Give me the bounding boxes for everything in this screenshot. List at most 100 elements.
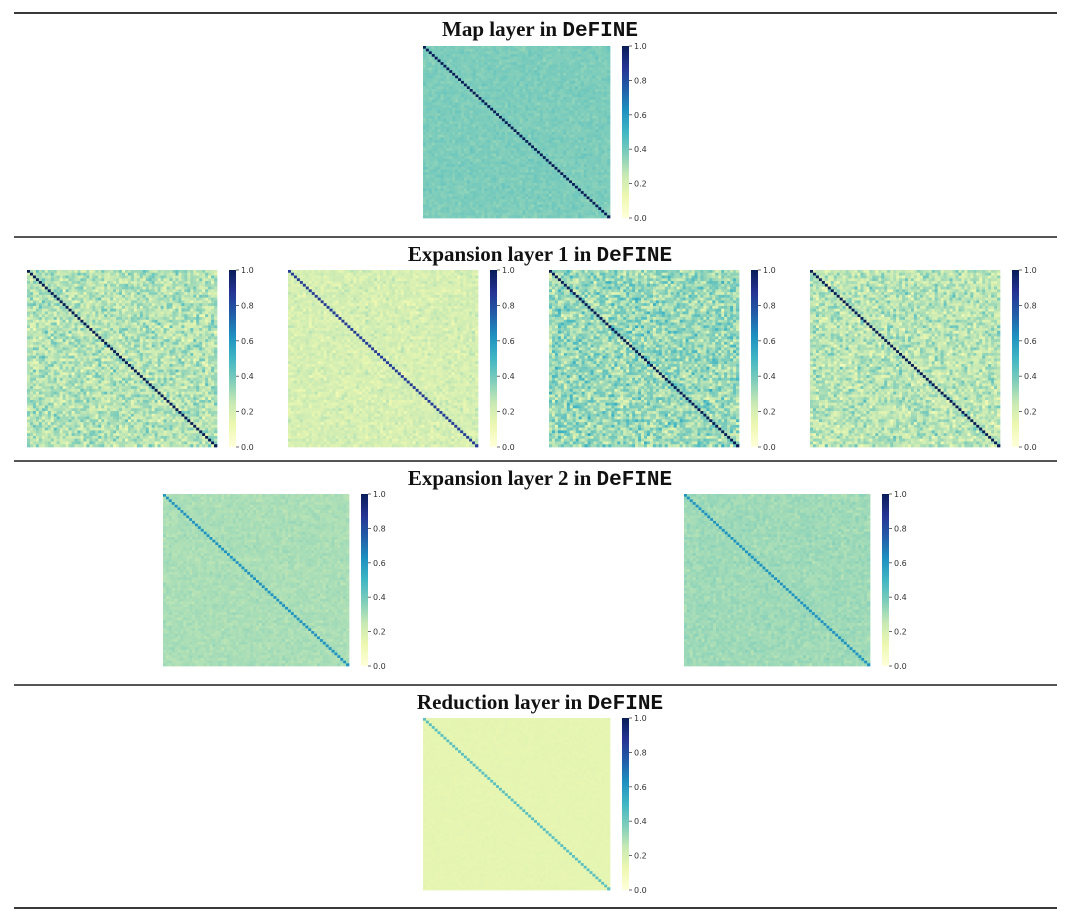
heatmap-cell xyxy=(607,137,611,141)
heatmap-cell xyxy=(569,89,573,93)
heatmap-cell xyxy=(95,294,99,299)
heatmap-cell xyxy=(604,164,608,168)
heatmap-cell xyxy=(113,292,117,296)
heatmap-cell xyxy=(607,185,611,189)
heatmap-cell xyxy=(466,161,471,165)
heatmap-cell xyxy=(554,105,558,109)
heatmap-cell xyxy=(604,64,608,68)
heatmap-cell xyxy=(208,278,212,282)
heatmap-cell xyxy=(27,303,31,307)
heatmap-cell xyxy=(572,169,576,173)
heatmap-cell xyxy=(583,161,587,165)
heatmap-cell xyxy=(539,204,544,208)
heatmap-cell xyxy=(130,289,135,293)
heatmap-cell xyxy=(469,166,474,170)
heatmap-cell xyxy=(190,278,194,282)
heatmap-cell xyxy=(589,148,593,152)
heatmap-cell xyxy=(62,297,66,301)
heatmap-cell xyxy=(554,46,558,50)
heatmap-cell xyxy=(490,145,494,149)
heatmap-cell xyxy=(513,164,517,168)
heatmap-cell xyxy=(589,56,593,60)
heatmap-cell xyxy=(434,215,438,219)
heatmap-cell xyxy=(545,215,549,219)
heatmap-cell xyxy=(133,281,138,285)
heatmap-cell xyxy=(574,166,579,170)
heatmap-cell xyxy=(539,137,544,141)
heatmap-cell xyxy=(423,54,427,58)
heatmap-cell xyxy=(478,102,482,106)
heatmap-cell xyxy=(589,72,593,76)
heatmap-cell xyxy=(563,97,567,101)
heatmap-cell xyxy=(498,193,503,197)
heatmap-cell xyxy=(205,272,209,276)
heatmap-cell xyxy=(428,115,433,119)
heatmap-cell xyxy=(583,67,587,71)
heatmap-cell xyxy=(493,188,497,192)
heatmap-cell xyxy=(458,51,462,55)
heatmap-cell xyxy=(86,286,90,290)
heatmap-cell xyxy=(563,86,567,90)
heatmap-cell xyxy=(101,272,105,276)
heatmap-cell xyxy=(74,281,78,285)
heatmap-cell xyxy=(516,121,520,125)
heatmap-cell xyxy=(519,107,523,111)
heatmap-cell xyxy=(184,281,188,285)
heatmap-cell xyxy=(510,64,514,68)
heatmap-cell xyxy=(572,83,576,87)
heatmap-cell xyxy=(501,72,506,76)
heatmap-cell xyxy=(440,142,444,146)
heatmap-cell xyxy=(557,185,561,189)
heatmap-cell xyxy=(519,118,523,122)
heatmap-cell xyxy=(428,129,433,133)
heatmap-cell xyxy=(449,150,453,154)
heatmap-cell xyxy=(545,91,549,95)
heatmap-cell xyxy=(566,183,570,187)
heatmap-cell xyxy=(496,166,500,170)
heatmap-cell xyxy=(481,46,485,50)
heatmap-cell xyxy=(577,110,582,114)
heatmap-cell xyxy=(528,86,532,90)
heatmap-cell xyxy=(519,134,523,138)
heatmap-cell xyxy=(528,70,532,74)
heatmap-cell xyxy=(545,180,549,184)
heatmap-cell xyxy=(504,145,509,149)
heatmap-cell xyxy=(452,137,456,141)
heatmap-cell xyxy=(487,196,491,200)
heatmap-cell xyxy=(493,62,497,66)
heatmap-cell xyxy=(548,110,552,114)
heatmap-cell xyxy=(440,148,444,152)
heatmap-cell xyxy=(484,94,488,98)
heatmap-cell xyxy=(539,185,544,189)
heatmap-cell xyxy=(516,161,520,165)
heatmap-cell xyxy=(130,286,135,290)
heatmap-cell xyxy=(501,62,506,66)
heatmap-cell xyxy=(598,183,602,187)
heatmap-cell xyxy=(65,272,69,276)
heatmap-cell xyxy=(522,110,526,114)
heatmap-cell xyxy=(522,118,526,122)
heatmap-cell xyxy=(205,286,209,290)
heatmap-cell xyxy=(548,145,552,149)
heatmap-cell xyxy=(148,294,153,299)
heatmap-cell xyxy=(607,121,611,125)
heatmap-cell xyxy=(496,54,500,58)
heatmap-cell xyxy=(493,169,497,173)
heatmap-cell xyxy=(583,156,587,160)
heatmap-cell xyxy=(586,188,590,192)
heatmap-cell xyxy=(548,72,552,76)
heatmap-cell xyxy=(463,83,468,87)
heatmap-cell xyxy=(522,158,526,162)
heatmap-cell xyxy=(539,113,544,117)
heatmap-cell xyxy=(607,183,611,187)
heatmap-cell xyxy=(455,110,459,114)
heatmap-cell xyxy=(47,278,52,282)
heatmap-cell xyxy=(160,281,164,285)
heatmap-cell xyxy=(77,272,81,276)
heatmap-cell xyxy=(425,118,430,122)
heatmap-cell xyxy=(139,275,144,279)
heatmap-cell xyxy=(595,191,599,195)
heatmap-cell xyxy=(607,148,611,152)
heatmap-cell xyxy=(516,97,520,101)
heatmap-cell xyxy=(580,209,585,213)
